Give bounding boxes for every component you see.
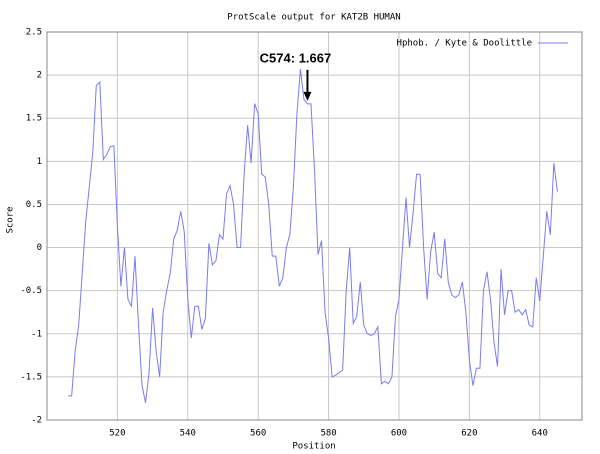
y-axis-label: Score (6, 206, 16, 233)
x-tick-label: 620 (461, 429, 477, 439)
y-tick-label: -1.5 (20, 372, 42, 382)
plot-frame (46, 31, 583, 421)
y-tick-label: 1.5 (26, 114, 42, 124)
y-tick-label: 1 (37, 157, 42, 167)
x-tick-label: 540 (180, 429, 196, 439)
y-tick-label: -1 (31, 329, 42, 339)
x-tick-label: 560 (250, 429, 266, 439)
x-axis-label: Position (292, 442, 335, 452)
x-tick-label: 640 (532, 429, 548, 439)
legend-label: Hphob. / Kyte & Doolittle (397, 39, 532, 49)
data-line (68, 69, 558, 403)
x-tick-label: 520 (109, 429, 125, 439)
x-tick-label: 600 (391, 429, 407, 439)
chart-title: ProtScale output for KAT2B HUMAN (227, 13, 400, 23)
annotation-arrowhead (303, 91, 312, 101)
y-tick-label: 0.5 (26, 200, 42, 210)
y-tick-label: -0.5 (20, 286, 42, 296)
x-tick-label: 580 (320, 429, 336, 439)
y-tick-label: 2 (37, 71, 42, 81)
y-tick-label: -2 (31, 416, 42, 426)
y-tick-label: 0 (37, 243, 42, 253)
annotation: C574: 1.667 (260, 50, 332, 65)
y-tick-label: 2.5 (26, 28, 42, 38)
